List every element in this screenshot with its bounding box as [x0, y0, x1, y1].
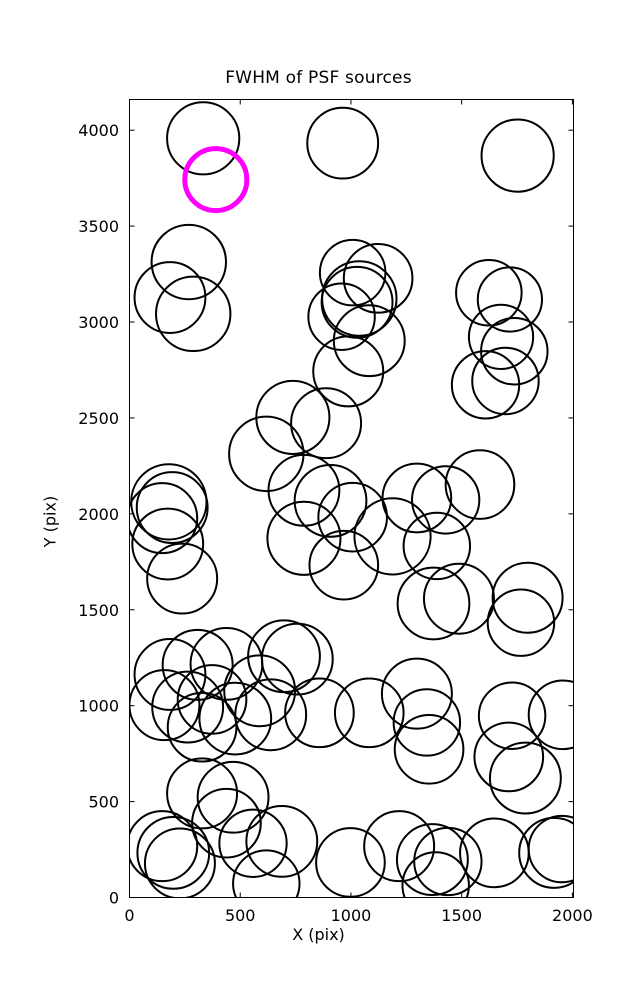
psf-circle — [176, 664, 248, 735]
psf-circle — [401, 851, 470, 897]
psf-circle — [312, 335, 385, 408]
psf-circle — [333, 677, 405, 749]
psf-circle — [308, 529, 380, 601]
psf-circle — [146, 542, 219, 615]
psf-circle — [260, 622, 334, 696]
psf-circle — [396, 566, 471, 641]
psf-circle — [234, 678, 308, 752]
page-title: FWHM of PSF sources — [225, 68, 412, 88]
y-tick-label: 500 — [88, 793, 119, 812]
highlighted-psf-circle — [182, 146, 250, 214]
axes-ticks-layer: 0 500 1000 1500 2000 0 500 1000 1500 2000 2500 3000… — [78, 99, 593, 925]
psf-circle — [381, 462, 453, 534]
psf-circle — [232, 849, 301, 897]
psf-circle — [402, 511, 472, 581]
x-tick-label: 1500 — [441, 906, 482, 925]
psf-circle — [307, 282, 376, 351]
psf-circle — [473, 721, 545, 793]
psf-circle — [131, 507, 205, 581]
psf-circle — [332, 304, 406, 378]
y-tick-label: 4000 — [78, 121, 119, 140]
psf-circle — [155, 275, 232, 353]
psf-circle — [293, 464, 368, 538]
psf-circle — [393, 713, 465, 785]
psf-circle — [486, 588, 556, 657]
psf-circle — [320, 265, 394, 339]
psf-circle — [480, 118, 555, 193]
x-tick-label: 500 — [225, 906, 256, 925]
psf-circle — [133, 261, 207, 334]
x-tick-label: 1000 — [331, 906, 372, 925]
psf-circle — [143, 827, 216, 897]
psf-circle — [392, 688, 462, 757]
axes-frame-layer — [129, 99, 574, 898]
psf-circle — [471, 346, 540, 416]
psf-circle — [315, 827, 386, 897]
y-tick-label: 3500 — [78, 217, 119, 236]
y-tick-label: 2000 — [78, 505, 119, 524]
psf-circle — [476, 266, 544, 333]
psf-circle — [284, 677, 355, 749]
psf-circle — [166, 691, 238, 763]
y-tick-label: 0 — [109, 889, 119, 908]
psf-circle — [342, 243, 414, 314]
x-tick-label: 2000 — [552, 906, 593, 925]
psf-circle — [527, 679, 573, 751]
psf-circle — [488, 741, 562, 815]
psf-circle — [198, 681, 273, 756]
y-tick-label: 1500 — [78, 601, 119, 620]
psf-circle — [136, 816, 211, 890]
psf-circle — [455, 258, 523, 327]
psf-circles-layer — [129, 101, 573, 897]
psf-circle — [151, 670, 225, 744]
psf-circle — [353, 497, 432, 576]
psf-circle — [166, 757, 239, 830]
psf-circle — [444, 449, 516, 520]
psf-circle — [363, 810, 436, 883]
x-axis-label: X (pix) — [292, 925, 345, 944]
psf-circle — [228, 415, 305, 493]
psf-circle — [518, 816, 573, 889]
psf-circle — [467, 303, 535, 370]
psf-circle — [413, 826, 483, 897]
psf-circle — [161, 628, 234, 701]
y-tick-label: 2500 — [78, 409, 119, 428]
psf-circle — [380, 657, 453, 730]
y-tick-label: 3000 — [78, 313, 119, 332]
axes-frame — [129, 99, 574, 898]
psf-circle — [306, 106, 380, 180]
y-axis-label: Y (pix) — [40, 495, 60, 548]
psf-circle — [422, 562, 495, 635]
x-tick-label: 0 — [124, 906, 134, 925]
psf-circle — [266, 500, 342, 576]
psf-circle — [395, 823, 469, 897]
psf-circle — [129, 810, 199, 883]
psf-circle — [411, 465, 481, 535]
y-tick-label: 1000 — [78, 697, 119, 716]
psf-circle — [245, 804, 319, 878]
psf-circle — [450, 350, 521, 420]
psf-circle — [150, 223, 227, 301]
psf-circle — [477, 681, 547, 750]
psf-circle — [317, 481, 388, 553]
psf-circle — [135, 471, 209, 545]
psf-circle — [527, 814, 573, 884]
psf-circle — [196, 760, 270, 834]
psf-circle — [129, 482, 199, 555]
psf-circle — [166, 101, 241, 176]
psf-circle — [491, 561, 564, 634]
psf-circle — [290, 387, 363, 460]
psf-circle — [218, 808, 288, 878]
psf-circle — [133, 638, 207, 711]
